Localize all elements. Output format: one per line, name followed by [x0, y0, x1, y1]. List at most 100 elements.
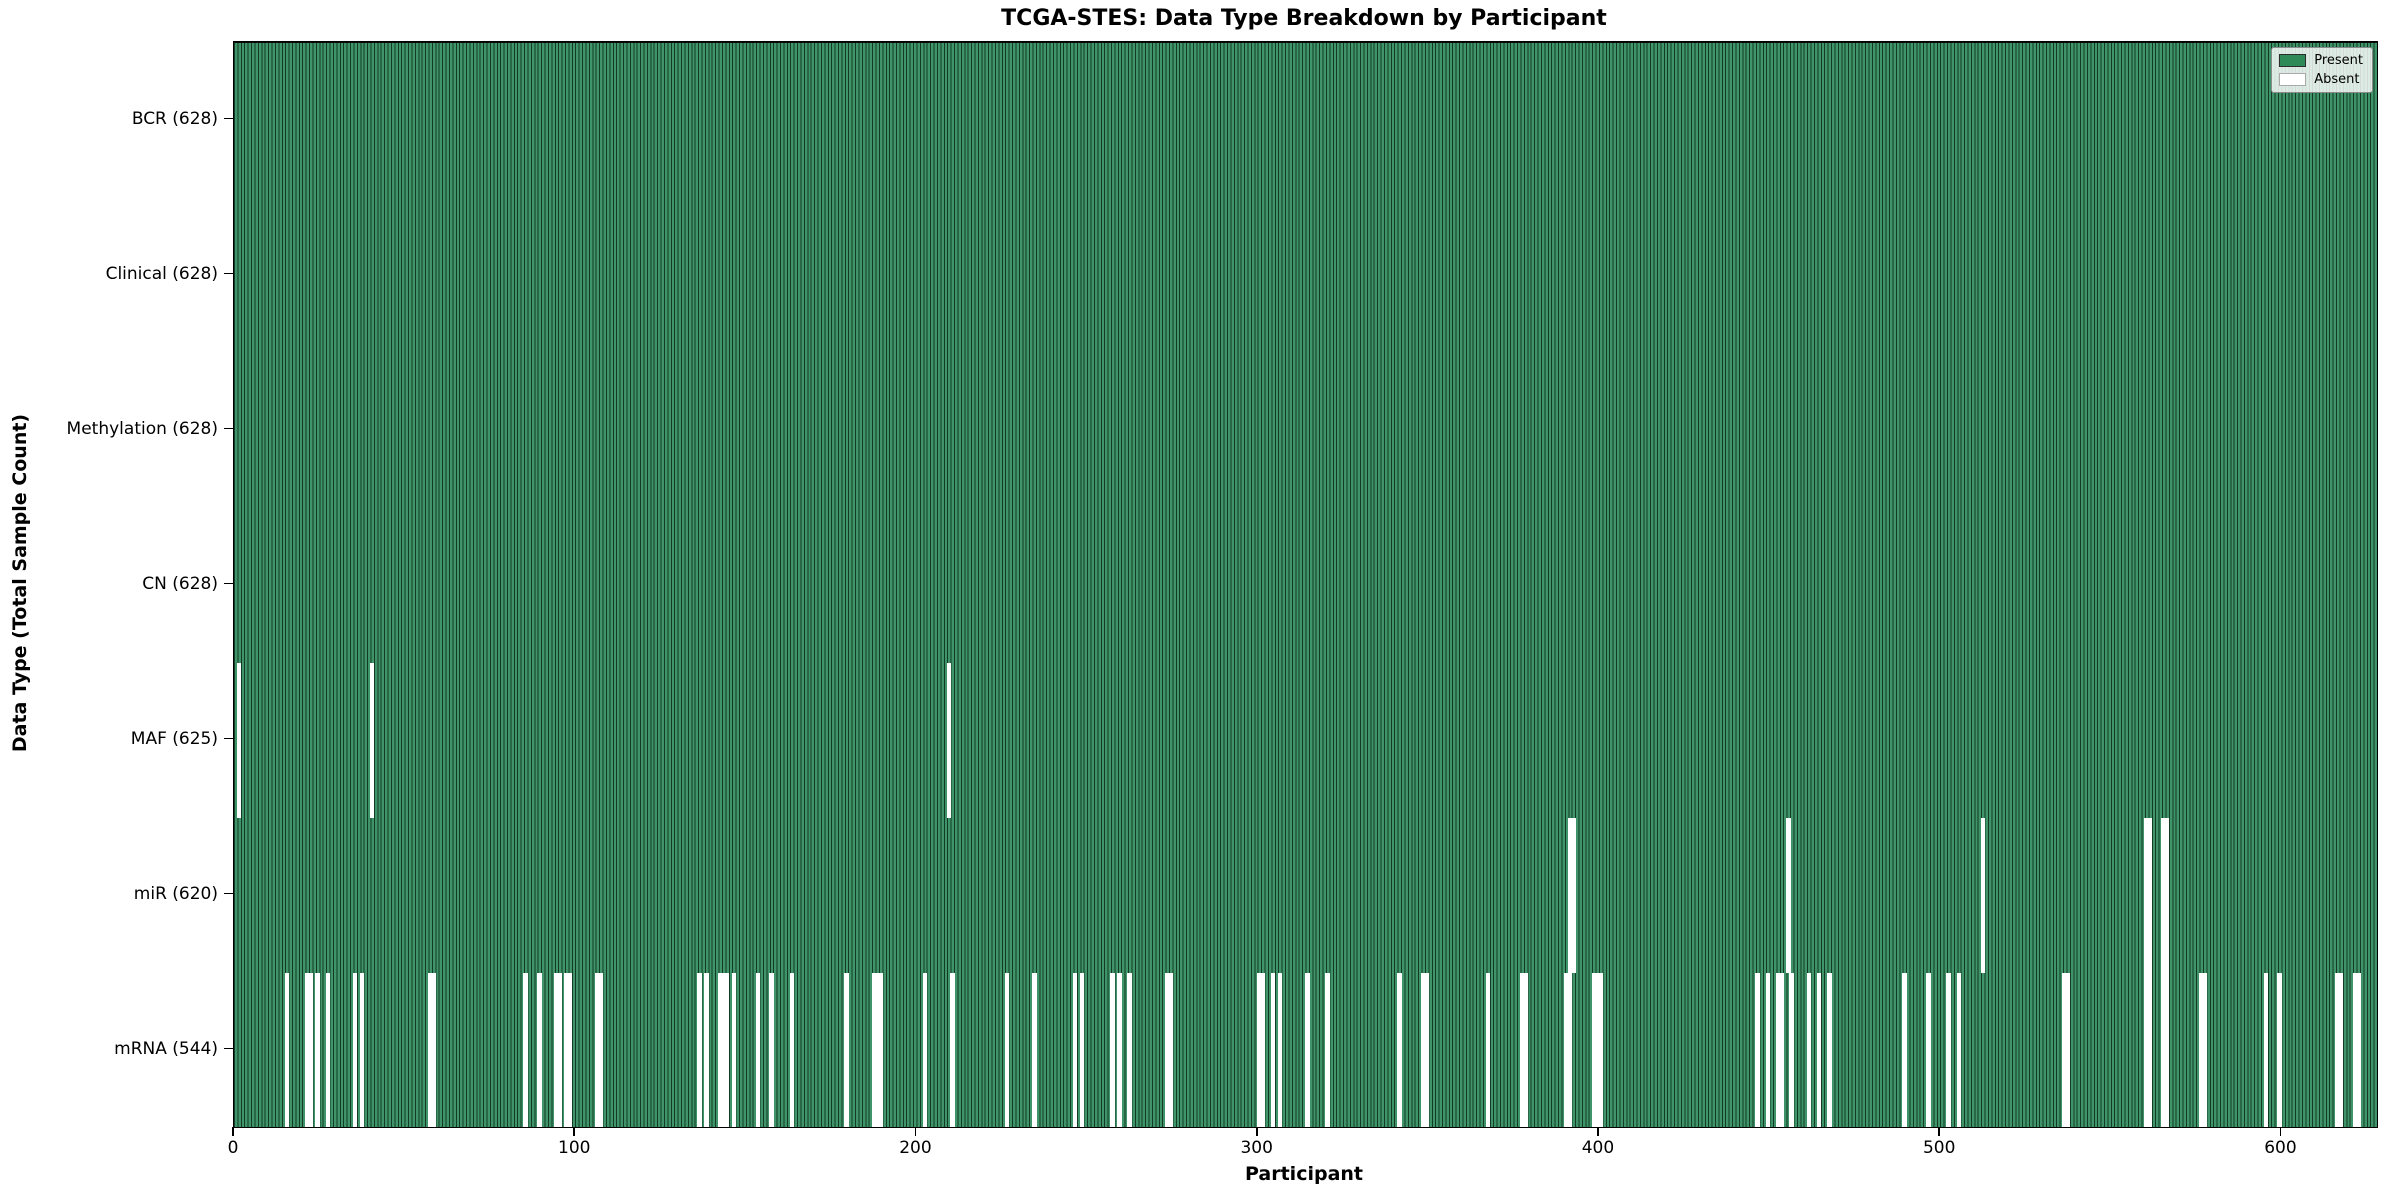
- absent-swatch-icon: [2279, 73, 2307, 86]
- xtick-mark: [914, 1127, 917, 1136]
- absent-strip: [704, 972, 709, 1127]
- xtick-label-600: 600: [2264, 1138, 2297, 1158]
- absent-strip: [308, 972, 314, 1127]
- absent-strip: [1564, 972, 1569, 1127]
- ytick-mark: [224, 272, 233, 275]
- absent-strip: [1765, 972, 1771, 1127]
- xtick-mark: [1938, 1127, 1940, 1136]
- absent-strip: [789, 972, 795, 1127]
- xtick-mark: [573, 1127, 576, 1136]
- absent-strip: [1164, 972, 1170, 1127]
- absent-strip: [1594, 972, 1600, 1127]
- ytick-label-clinical: Clinical (628): [105, 263, 218, 284]
- absent-strip: [1117, 972, 1122, 1127]
- absent-strip: [2144, 972, 2149, 1127]
- absent-strip: [1946, 972, 1952, 1127]
- absent-strip: [1980, 818, 1986, 973]
- legend-label-present: Present: [2314, 53, 2363, 68]
- absent-strip: [1127, 972, 1133, 1127]
- row-bcr: [234, 42, 2377, 198]
- absent-strip: [2144, 818, 2149, 973]
- absent-strip: [724, 972, 730, 1127]
- ytick-mark: [224, 737, 233, 740]
- absent-strip: [236, 663, 242, 818]
- xtick-mark: [2279, 1127, 2282, 1136]
- absent-strip: [564, 972, 569, 1127]
- absent-strip: [284, 972, 290, 1127]
- absent-strip: [1816, 972, 1822, 1127]
- xtick-label-200: 200: [899, 1138, 932, 1158]
- legend: Present Absent: [2271, 47, 2373, 93]
- absent-strip: [1031, 972, 1037, 1127]
- absent-strip: [1110, 972, 1115, 1127]
- absent-strip: [2065, 972, 2071, 1127]
- absent-strip: [369, 663, 375, 818]
- absent-strip: [2352, 972, 2358, 1127]
- absent-strip: [325, 972, 331, 1127]
- absent-strip: [352, 972, 358, 1127]
- row-mir: [234, 817, 2377, 973]
- absent-strip: [844, 972, 849, 1127]
- xtick-mark: [232, 1127, 234, 1136]
- absent-strip: [431, 972, 436, 1127]
- absent-strip: [2263, 972, 2269, 1127]
- absent-strip: [1485, 972, 1491, 1127]
- absent-strip: [1775, 972, 1781, 1127]
- row-mrna: [234, 972, 2377, 1127]
- absent-strip: [1925, 972, 1931, 1127]
- absent-strip: [2147, 972, 2153, 1127]
- absent-strip: [2355, 972, 2361, 1127]
- absent-strip: [950, 972, 955, 1127]
- absent-strip: [2164, 972, 2170, 1127]
- plot-area: Present Absent: [233, 41, 2378, 1128]
- row-maf: [234, 662, 2377, 818]
- ytick-label-mrna: mRNA (544): [114, 1038, 218, 1059]
- absent-strip: [1257, 972, 1262, 1127]
- absent-strip: [1420, 972, 1426, 1127]
- absent-strip: [1424, 972, 1429, 1127]
- absent-strip: [2147, 818, 2153, 973]
- xtick-label-100: 100: [558, 1138, 591, 1158]
- xtick-label-500: 500: [1922, 1138, 1956, 1158]
- absent-strip: [567, 972, 573, 1127]
- ytick-mark: [224, 427, 233, 430]
- absent-strip: [871, 972, 877, 1127]
- absent-strip: [1591, 972, 1597, 1127]
- absent-strip: [537, 972, 542, 1127]
- xtick-mark: [1255, 1127, 1258, 1136]
- absent-strip: [1277, 972, 1283, 1127]
- xtick-label-400: 400: [1581, 1138, 1615, 1158]
- absent-strip: [598, 972, 604, 1127]
- absent-strip: [305, 972, 310, 1127]
- absent-strip: [1072, 972, 1078, 1127]
- absent-strip: [2198, 972, 2204, 1127]
- ytick-label-methylation: Methylation (628): [66, 418, 218, 439]
- absent-strip: [2202, 972, 2207, 1127]
- absent-strip: [1806, 972, 1812, 1127]
- absent-strip: [946, 663, 952, 818]
- absent-strip: [359, 972, 365, 1127]
- absent-strip: [697, 972, 703, 1127]
- absent-strip: [554, 972, 559, 1127]
- absent-strip: [1519, 972, 1525, 1127]
- absent-strip: [315, 972, 320, 1127]
- xtick-label-300: 300: [1240, 1138, 1273, 1158]
- legend-entry-absent: Absent: [2279, 72, 2363, 87]
- chart-title: TCGA-STES: Data Type Breakdown by Partic…: [1001, 6, 1607, 31]
- absent-strip: [755, 972, 761, 1127]
- absent-strip: [2062, 972, 2068, 1127]
- row-clinical: [234, 197, 2377, 353]
- absent-strip: [1598, 972, 1603, 1127]
- absent-strip: [2335, 972, 2341, 1127]
- ytick-mark: [224, 582, 233, 585]
- absent-strip: [731, 972, 737, 1127]
- legend-label-absent: Absent: [2314, 72, 2360, 87]
- absent-strip: [1827, 972, 1832, 1127]
- xtick-mark: [1597, 1127, 1599, 1136]
- ytick-mark: [224, 117, 233, 120]
- absent-strip: [1079, 972, 1085, 1127]
- ytick-label-bcr: BCR (628): [131, 108, 218, 129]
- absent-strip: [1004, 972, 1010, 1127]
- absent-strip: [1902, 972, 1907, 1127]
- absent-strip: [523, 972, 529, 1127]
